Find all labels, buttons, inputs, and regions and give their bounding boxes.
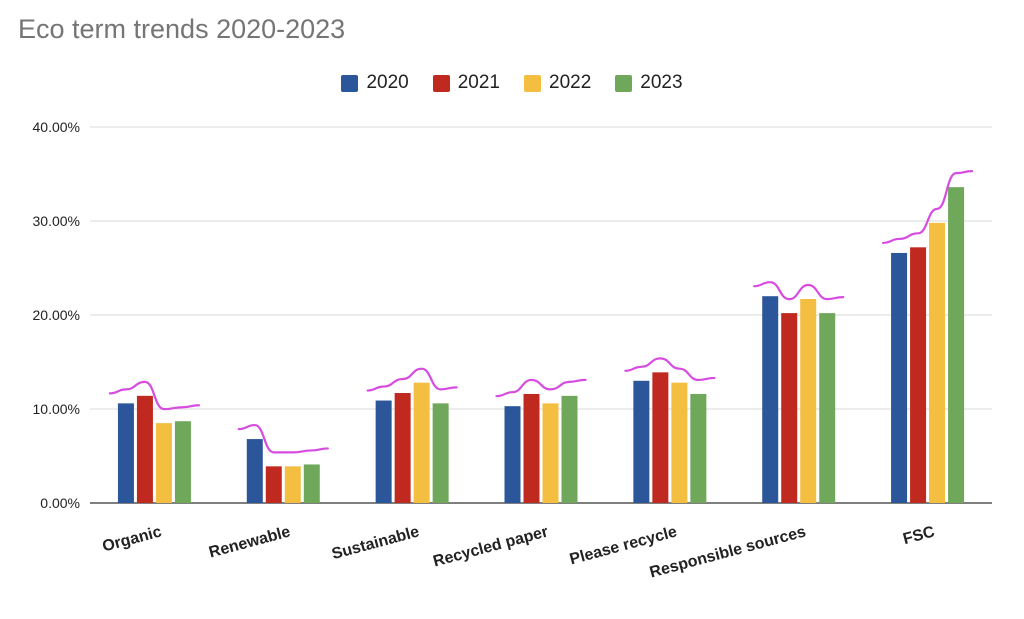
bar-2023-please-recycle <box>690 393 707 503</box>
bar-2022-renewable <box>284 466 301 503</box>
bar-2023-renewable <box>303 464 320 503</box>
legend-swatch-2022 <box>524 74 541 92</box>
bar-2021-fsc <box>910 247 927 503</box>
bar-2022-please-recycle <box>671 382 688 503</box>
bar-2021-organic <box>136 395 153 503</box>
bar-2020-responsible-sources <box>762 296 779 503</box>
bar-2021-recycled-paper <box>523 393 540 503</box>
bar-2022-responsible-sources <box>800 299 817 503</box>
annotation-squiggle <box>108 380 201 411</box>
annotation-squiggle <box>624 357 716 382</box>
bar-2020-recycled-paper <box>504 406 521 503</box>
bar-2021-please-recycle <box>652 372 669 503</box>
bar-2021-sustainable <box>394 393 411 503</box>
bar-2020-please-recycle <box>633 380 650 503</box>
bar-2022-organic <box>155 423 172 503</box>
bar-2022-sustainable <box>413 382 430 503</box>
legend-label-2020: 2020 <box>366 72 409 93</box>
bar-2020-fsc <box>891 252 908 503</box>
category-label: Recycled paper <box>431 523 550 570</box>
legend-item-2020: 2020 <box>341 72 409 94</box>
legend-item-2021: 2021 <box>432 72 500 94</box>
annotation-squiggle <box>237 423 329 454</box>
category-label: Sustainable <box>330 523 421 563</box>
legend-item-2022: 2022 <box>524 72 591 94</box>
legend-swatch-2020 <box>341 74 359 92</box>
y-tick-label: 40.00% <box>33 119 80 135</box>
legend-swatch-2023 <box>615 74 633 92</box>
annotation-squiggle <box>753 281 845 301</box>
legend-label-2022: 2022 <box>549 72 592 93</box>
category-label: Organic <box>101 523 164 555</box>
bar-2022-recycled-paper <box>542 403 559 503</box>
category-label: FSC <box>901 523 937 548</box>
bar-2022-fsc <box>929 222 946 503</box>
y-tick-label: 0.00% <box>40 495 80 511</box>
bar-2021-renewable <box>265 466 282 503</box>
bar-2023-sustainable <box>432 403 449 503</box>
legend-item-2023: 2023 <box>615 72 683 94</box>
bar-2021-responsible-sources <box>781 313 798 503</box>
annotation-squiggle <box>495 378 587 398</box>
annotation-squiggle <box>366 367 458 392</box>
legend: 2020 2021 2022 2023 <box>0 72 1024 94</box>
y-tick-label: 10.00% <box>33 401 80 417</box>
bar-2023-organic <box>174 421 191 503</box>
bar-2020-renewable <box>246 439 263 503</box>
y-tick-label: 20.00% <box>33 307 80 323</box>
category-label: Renewable <box>207 523 292 561</box>
bar-2020-sustainable <box>375 400 392 503</box>
legend-swatch-2021 <box>432 74 450 92</box>
y-tick-label: 30.00% <box>33 213 80 229</box>
bar-2023-recycled-paper <box>561 395 578 503</box>
legend-label-2021: 2021 <box>457 72 500 93</box>
bar-2020-organic <box>117 403 134 503</box>
legend-label-2023: 2023 <box>640 72 683 93</box>
bar-2023-responsible-sources <box>819 313 836 503</box>
bar-2023-fsc <box>948 187 965 503</box>
chart-title: Eco term trends 2020-2023 <box>18 14 346 44</box>
annotation-squiggle <box>881 170 974 245</box>
